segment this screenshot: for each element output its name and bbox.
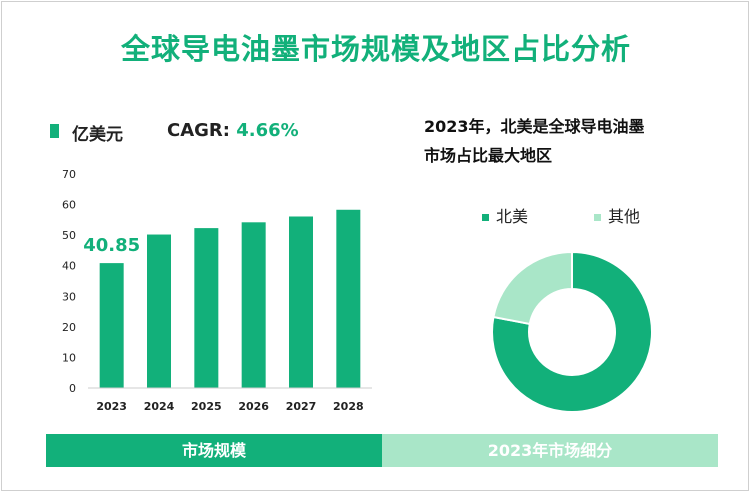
bar-chart: 0 10 20 30 40 50 60 70 2023 2024 2025 2026 2027 2028 4… xyxy=(62,168,372,413)
cagr-value: 4.66% xyxy=(236,120,299,141)
x-tick-label: 2023 xyxy=(96,400,127,413)
bar xyxy=(289,216,313,388)
bar-legend: 亿美元 xyxy=(50,120,123,145)
pie-title-line2: 市场占比最大地区 xyxy=(424,146,553,165)
pie-legend-item-other: 其他 xyxy=(594,203,640,227)
y-tick-label: 0 xyxy=(69,382,76,395)
bar xyxy=(147,234,171,388)
pie-legend-swatch xyxy=(482,214,489,221)
y-tick-label: 50 xyxy=(62,229,76,242)
y-tick-label: 40 xyxy=(62,260,76,273)
x-tick-label: 2025 xyxy=(191,400,222,413)
pie-title-line1: 2023年，北美是全球导电油墨 xyxy=(424,117,645,136)
data-label: 40.85 xyxy=(83,235,140,256)
donut-chart xyxy=(491,250,653,413)
page-title: 全球导电油墨市场规模及地区占比分析 xyxy=(120,32,631,66)
bar xyxy=(194,228,219,388)
y-tick-label: 20 xyxy=(62,321,76,334)
bar xyxy=(241,222,266,388)
pie-legend-label: 北美 xyxy=(496,207,529,226)
bar-legend-swatch xyxy=(50,123,59,138)
y-tick-label: 30 xyxy=(62,290,76,303)
donut-slice xyxy=(491,250,653,413)
cagr-label: CAGR: xyxy=(167,120,237,141)
x-tick-label: 2027 xyxy=(286,400,317,413)
x-tick-label: 2024 xyxy=(144,400,175,413)
pie-legend: 北美 其他 xyxy=(482,203,682,227)
bar xyxy=(99,263,124,388)
pie-title: 2023年，北美是全球导电油墨 市场占比最大地区 xyxy=(424,112,724,170)
bar-legend-label: 亿美元 xyxy=(72,125,123,145)
x-tick-label: 2026 xyxy=(238,400,269,413)
footer-left-label: 市场规模 xyxy=(46,434,382,467)
y-tick-label: 10 xyxy=(62,351,76,364)
footer-right-label: 2023年市场细分 xyxy=(382,434,718,467)
pie-legend-label: 其他 xyxy=(608,207,641,226)
pie-legend-item-north-america: 北美 xyxy=(482,203,528,227)
y-tick-label: 60 xyxy=(62,199,76,212)
y-tick-label: 70 xyxy=(62,168,76,181)
donut-slice xyxy=(492,250,573,326)
pie-legend-swatch xyxy=(594,214,601,221)
bar xyxy=(336,209,361,388)
cagr-text: CAGR: 4.66% xyxy=(167,120,299,141)
x-tick-label: 2028 xyxy=(333,400,364,413)
